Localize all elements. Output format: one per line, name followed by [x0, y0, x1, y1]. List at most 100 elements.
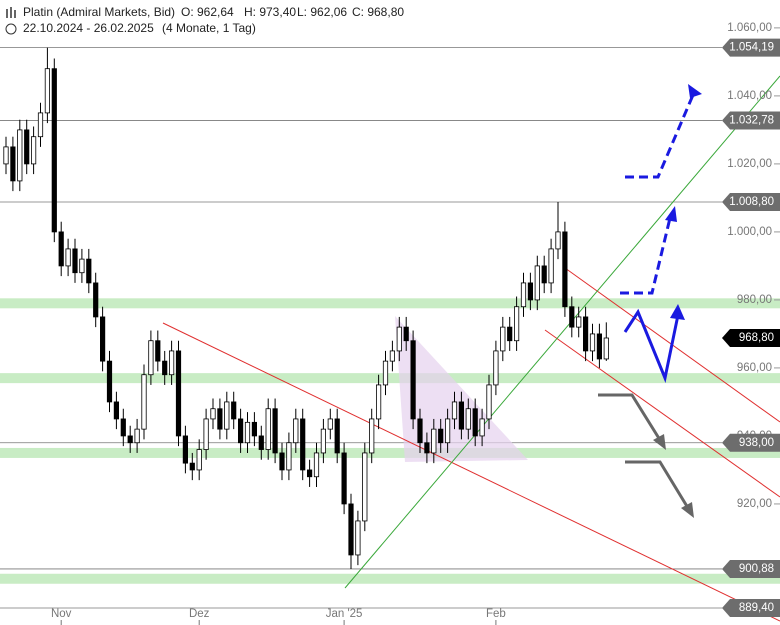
candle-body [3, 146, 9, 165]
candle-body [72, 248, 78, 274]
candle-body [465, 408, 471, 430]
candle-body [486, 384, 492, 420]
trend-line [544, 329, 780, 498]
candle-body [168, 350, 175, 376]
candle-body [175, 350, 182, 437]
candle-body [500, 326, 506, 352]
candle-body [431, 428, 437, 454]
candle-body [237, 418, 244, 444]
candles [3, 47, 609, 569]
candle-body [37, 112, 44, 138]
triangle-pattern [395, 316, 528, 462]
candle-body [44, 68, 51, 114]
arrowhead [653, 434, 666, 450]
support-zone [0, 573, 780, 584]
y-tick-label: 980,00 [737, 294, 772, 306]
candle-body [210, 408, 216, 420]
y-tick-label: 960,00 [737, 362, 772, 374]
candle-body [162, 360, 168, 376]
candle-body [382, 360, 389, 386]
candle-body [79, 258, 85, 274]
candle-body [458, 401, 465, 430]
trend-line [162, 322, 780, 622]
header: Platin (Admiral Markets, Bid) O: 962,64 … [5, 5, 404, 35]
level-label-bg [722, 598, 780, 617]
x-tick-label: Nov [51, 608, 72, 620]
candle-body [355, 520, 361, 556]
level-label-bg [722, 329, 780, 348]
candle-body [334, 418, 340, 454]
level-label-bg [722, 433, 780, 452]
level-label: 889,40 [739, 602, 774, 614]
candle-body [127, 435, 133, 444]
candle-body [286, 442, 292, 471]
levels [0, 47, 722, 609]
close-text: C: 968,80 [352, 5, 404, 19]
zones [0, 298, 780, 584]
candle-body [472, 408, 478, 437]
candle-body [555, 231, 561, 250]
candle-body [120, 418, 126, 437]
scenario-arrows [598, 84, 702, 518]
candle-body [244, 421, 251, 444]
candle-body [134, 428, 140, 444]
candle-body [251, 421, 257, 437]
candle-body [424, 442, 430, 454]
support-zone [0, 447, 780, 458]
candle-body [113, 401, 119, 420]
candle-body [51, 68, 57, 233]
arrow [625, 94, 695, 179]
x-tick-label: Feb [486, 608, 506, 620]
candle-body [217, 408, 223, 430]
level-label: 968,80 [739, 332, 774, 344]
clock-icon [5, 23, 17, 35]
level-label: 900,88 [739, 563, 774, 575]
candle-body [224, 401, 230, 430]
x-tick-label: Dez [189, 608, 210, 620]
candle-body [58, 231, 64, 267]
candle-body [507, 326, 513, 342]
candle-body [148, 340, 154, 376]
level-label: 1.054,19 [729, 42, 774, 54]
candle-body [65, 248, 71, 267]
y-tick-label: 920,00 [737, 498, 772, 510]
candle-body [327, 418, 333, 430]
axis: 920,00940,00960,00980,001.000,001.020,00… [51, 22, 780, 625]
chart-icon [6, 7, 16, 18]
candle-body [541, 265, 547, 284]
candle-body [86, 258, 92, 284]
y-tick-label: 1.020,00 [727, 158, 772, 170]
candle-body [396, 326, 402, 352]
arrowhead [665, 206, 677, 222]
high-text: H: 973,40 [244, 5, 296, 19]
candle-body [410, 340, 416, 420]
candle-body [603, 337, 609, 360]
y-tick-label: 1.060,00 [727, 22, 772, 34]
candle-body [362, 452, 368, 522]
candle-body [514, 306, 520, 342]
y-tick-label: 1.000,00 [727, 226, 772, 238]
candle-body [196, 449, 202, 471]
arrowhead [688, 84, 702, 98]
candle-body [320, 428, 327, 454]
candle-body [389, 350, 396, 362]
level-label-bg [722, 111, 780, 130]
level-label-bg [722, 38, 780, 57]
candle-body [182, 435, 188, 464]
x-tick-label: Jan '25 [326, 608, 363, 620]
candle-body [189, 462, 195, 471]
candle-body [155, 340, 161, 362]
candle-body [562, 231, 568, 308]
level-label-bg [722, 559, 780, 578]
candle-body [548, 248, 554, 284]
candle-body [403, 326, 409, 342]
arrowhead [681, 502, 694, 518]
trend-line [344, 75, 780, 589]
candle-body [534, 265, 540, 301]
candle-body [293, 418, 299, 444]
candle-body [520, 282, 527, 308]
candle-body [438, 428, 444, 444]
level-label-bg [722, 192, 780, 211]
